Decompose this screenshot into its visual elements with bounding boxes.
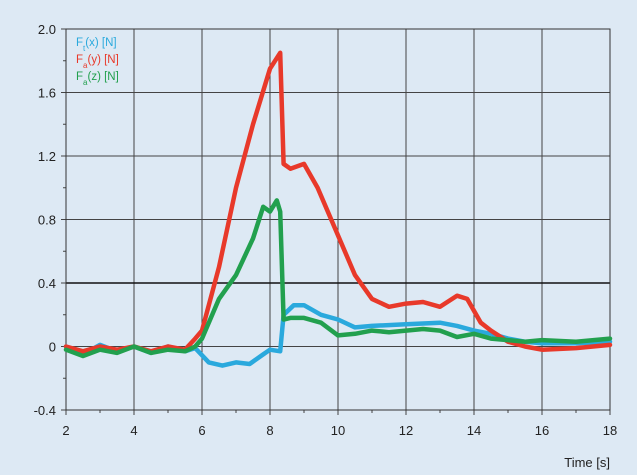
x-tick-label: 2 — [62, 423, 69, 438]
x-tick-label: 8 — [266, 423, 273, 438]
y-tick-label: 1.2 — [38, 149, 56, 164]
x-tick-label: 4 — [130, 423, 137, 438]
x-tick-label: 12 — [399, 423, 413, 438]
legend: Ft(x) [N]Fa(y) [N]Fa(z) [N] — [76, 37, 119, 87]
y-tick-label: 2.0 — [38, 22, 56, 37]
legend-label-rest: (z) [N] — [87, 71, 118, 83]
y-tick-label: 0 — [49, 340, 56, 355]
legend-label-subscript: t — [83, 44, 86, 53]
legend-label-subscript: a — [83, 78, 88, 87]
x-tick-label: 10 — [331, 423, 345, 438]
y-tick-label: 1.6 — [38, 86, 56, 101]
legend-label-main: F — [76, 71, 83, 83]
x-tick-label: 16 — [535, 423, 549, 438]
series-line-1 — [63, 50, 613, 354]
legend-label-main: F — [76, 54, 83, 66]
legend-label-subscript: a — [83, 61, 88, 70]
series-line-2 — [63, 198, 613, 359]
legend-label-main: F — [76, 37, 83, 49]
x-axis-label: Time [s] — [564, 455, 610, 470]
x-tick-label: 18 — [603, 423, 617, 438]
plot-frame — [65, 28, 611, 411]
x-tick-label: 6 — [198, 423, 205, 438]
legend-label-rest: (y) [N] — [87, 54, 118, 66]
y-tick-label: 0.4 — [38, 276, 56, 291]
legend-entry-2: Fa(z) [N] — [76, 71, 119, 87]
x-tick-label: 14 — [467, 423, 481, 438]
series-lines — [63, 50, 613, 368]
y-tick-label: -0.4 — [34, 403, 56, 418]
legend-entry-0: Ft(x) [N] — [76, 37, 117, 53]
axes: 2 4 6 8 10 12 14 16 18 -0.4 0 0.4 0.8 1.2 1.6 2.0 — [34, 22, 618, 438]
legend-label-rest: (x) [N] — [85, 37, 116, 49]
legend-entry-1: Fa(y) [N] — [76, 54, 119, 70]
y-tick-label: 0.8 — [38, 213, 56, 228]
